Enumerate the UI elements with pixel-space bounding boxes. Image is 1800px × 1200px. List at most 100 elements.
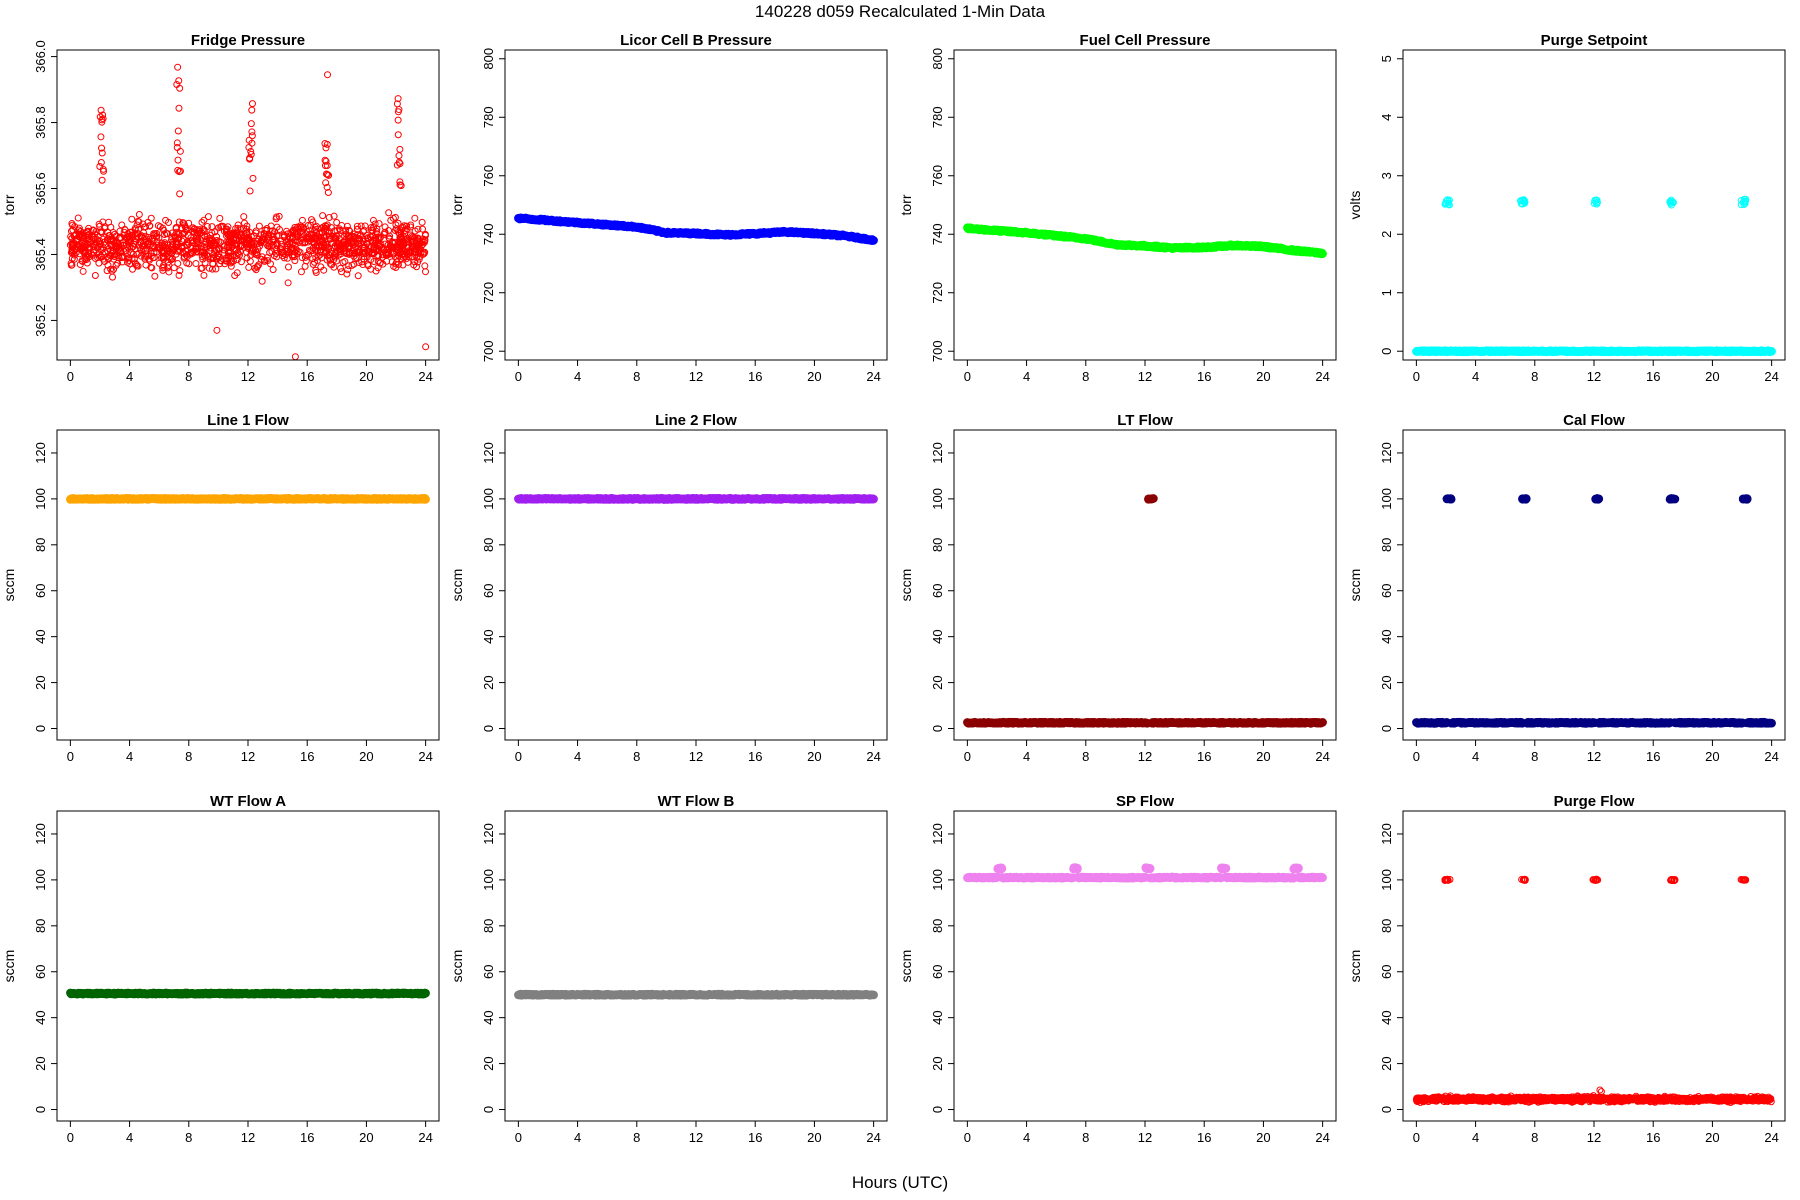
data-point (208, 229, 216, 237)
data-point (175, 218, 183, 226)
data-point (174, 63, 182, 71)
data-point (364, 234, 372, 242)
panel-title: LT Flow (1117, 412, 1173, 429)
data-point (231, 272, 239, 280)
data-point (97, 159, 105, 167)
data-point (266, 240, 274, 248)
data-point (182, 247, 190, 255)
data-point (89, 226, 97, 234)
data-point (323, 161, 331, 169)
data-point (298, 254, 306, 262)
data-point (394, 95, 402, 103)
data-point (323, 183, 331, 191)
data-point (181, 228, 189, 236)
data-point (414, 258, 422, 266)
data-point (326, 235, 334, 243)
data-point (333, 219, 341, 227)
data-point (302, 251, 310, 259)
data-points (66, 63, 430, 360)
data-point (298, 223, 306, 231)
data-point (389, 250, 397, 258)
data-point (264, 242, 272, 250)
data-point (344, 266, 352, 274)
data-point (350, 233, 358, 241)
plot-frame (1402, 49, 1786, 361)
data-point (206, 236, 214, 244)
data-point (301, 262, 309, 270)
data-point (407, 233, 415, 241)
x-tick-label: 8 (633, 369, 640, 384)
data-point (110, 237, 118, 245)
data-point (381, 228, 389, 236)
data-point (247, 120, 255, 128)
data-point (353, 222, 361, 230)
y-tick-label: 120 (930, 442, 945, 464)
data-point (121, 225, 129, 233)
data-point (173, 228, 181, 236)
x-tick-label: 20 (807, 749, 821, 764)
data-point (168, 233, 176, 241)
y-tick-label: 760 (930, 165, 945, 187)
data-point (169, 240, 177, 248)
data-point (227, 262, 235, 270)
x-tick-label: 16 (748, 369, 762, 384)
data-point (206, 244, 214, 252)
panel-title: Line 1 Flow (207, 412, 289, 429)
data-point (216, 214, 224, 222)
data-points (1412, 195, 1776, 357)
data-point (371, 220, 379, 228)
y-tick-label: 40 (930, 629, 945, 643)
y-tick-label: 0 (33, 725, 48, 732)
data-point (133, 250, 141, 258)
x-tick-label: 12 (689, 749, 703, 764)
data-point (91, 254, 99, 262)
data-points (66, 493, 430, 504)
data-point (411, 234, 419, 242)
data-point (335, 251, 343, 259)
data-point (192, 245, 200, 253)
data-point (151, 244, 159, 252)
data-point (1737, 201, 1745, 209)
data-point (385, 226, 393, 234)
x-tick-label: 0 (1413, 369, 1420, 384)
x-tick-label: 20 (1705, 369, 1719, 384)
data-point (394, 116, 402, 124)
data-point (77, 230, 85, 238)
y-tick-label: 100 (1379, 488, 1394, 510)
x-tick-label: 0 (67, 749, 74, 764)
data-point (174, 127, 182, 135)
data-point (180, 242, 188, 250)
x-tick-label: 20 (1705, 749, 1719, 764)
x-tick-label: 20 (1256, 369, 1270, 384)
data-point (392, 221, 400, 229)
data-point (128, 215, 136, 223)
data-point (1521, 198, 1529, 206)
data-point (84, 227, 92, 235)
data-point (418, 218, 426, 226)
data-point (173, 239, 181, 247)
data-point (414, 234, 422, 242)
data-point (224, 239, 232, 247)
data-point (255, 235, 263, 243)
y-tick-label: 0 (1379, 348, 1394, 355)
plot-frame (953, 429, 1337, 741)
y-tick-label: 80 (930, 538, 945, 552)
data-point (288, 235, 296, 243)
data-point (213, 326, 221, 334)
data-point (155, 259, 163, 267)
data-point (135, 249, 143, 257)
y-tick-label: 40 (33, 629, 48, 643)
data-points (514, 213, 878, 245)
data-point (187, 244, 195, 252)
data-point (312, 254, 320, 262)
y-tick-label: 20 (481, 675, 496, 689)
y-tick-label: 780 (930, 106, 945, 128)
x-tick-label: 12 (1587, 369, 1601, 384)
data-point (242, 239, 250, 247)
data-point (394, 131, 402, 139)
data-point (201, 233, 209, 241)
data-point (381, 223, 389, 231)
panel-title: Fridge Pressure (191, 32, 305, 49)
data-point (298, 216, 306, 224)
